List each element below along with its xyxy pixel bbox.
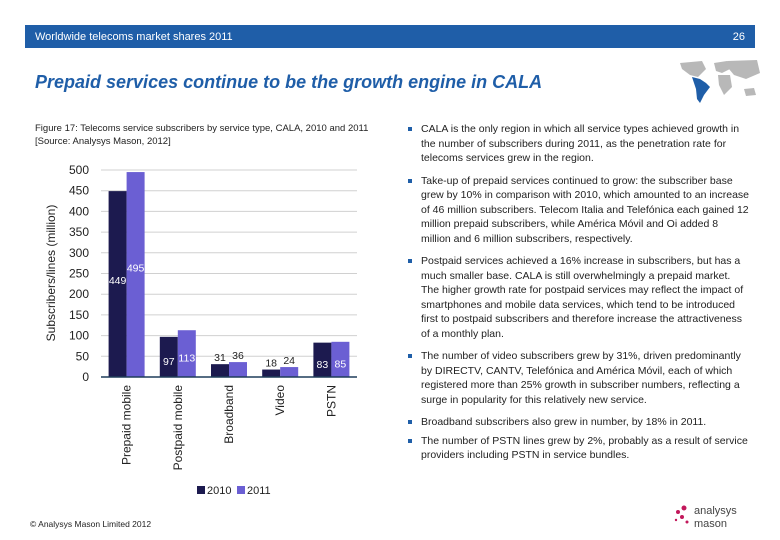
svg-text:analysys: analysys	[694, 505, 737, 517]
bar-2010	[159, 336, 178, 377]
y-tick-label: 350	[69, 225, 89, 239]
y-tick-label: 400	[69, 204, 89, 218]
data-label: 24	[283, 355, 295, 367]
y-tick-label: 250	[69, 267, 89, 281]
x-tick-label: PSTN	[324, 385, 338, 417]
data-label: 85	[335, 358, 347, 370]
x-tick-label: Prepaid mobile	[120, 385, 134, 465]
header-title: Worldwide telecoms market shares 2011	[35, 31, 233, 43]
y-tick-label: 200	[69, 287, 89, 301]
data-label: 18	[265, 358, 277, 370]
y-tick-label: 500	[69, 163, 89, 177]
bullet-item: Broadband subscribers also grew in numbe…	[405, 415, 750, 430]
legend-label-2011: 2011	[247, 485, 271, 497]
x-tick-label: Video	[273, 385, 287, 416]
footer-copyright: © Analysys Mason Limited 2012	[30, 519, 152, 529]
analysys-mason-logo: analysys mason	[674, 505, 737, 530]
x-tick-label: Postpaid mobile	[171, 385, 185, 471]
data-label: 83	[317, 359, 329, 371]
legend-swatch-2011	[237, 486, 245, 494]
y-tick-label: 450	[69, 184, 89, 198]
svg-text:mason: mason	[694, 518, 727, 530]
world-map-icon	[680, 60, 760, 103]
y-tick-label: 50	[76, 349, 90, 363]
bar-2011	[177, 330, 196, 377]
y-tick-label: 300	[69, 246, 89, 260]
slide-title: Prepaid services continue to be the grow…	[35, 72, 543, 92]
data-label: 97	[163, 356, 175, 368]
y-axis-label: Subscribers/lines (million)	[44, 205, 58, 342]
x-tick-label: Broadband	[222, 385, 236, 444]
bar-2011	[126, 172, 145, 377]
bar-2011	[280, 367, 299, 377]
bullet-item: CALA is the only region in which all ser…	[405, 122, 750, 166]
y-tick-label: 100	[69, 329, 89, 343]
bullet-item: Postpaid services achieved a 16% increas…	[405, 254, 750, 341]
legend-swatch-2010	[197, 486, 205, 494]
bar-2010	[313, 342, 332, 377]
bar-2011	[229, 362, 247, 377]
legend-label-2010: 2010	[207, 485, 231, 497]
bullet-item: Take-up of prepaid services continued to…	[405, 174, 750, 247]
bullet-list: CALA is the only region in which all ser…	[405, 122, 750, 471]
y-tick-label: 0	[82, 370, 89, 384]
data-label: 113	[178, 353, 195, 365]
bar-2010	[262, 369, 281, 377]
bar-2010	[108, 191, 127, 377]
bar-chart: Subscribers/lines (million) 0 50 100 150 200…	[44, 163, 357, 497]
bullet-item: The number of PSTN lines grew by 2%, pro…	[405, 434, 750, 463]
data-label: 449	[109, 275, 127, 287]
data-label: 36	[232, 350, 244, 362]
header-bar: Worldwide telecoms market shares 2011 26	[25, 25, 755, 48]
bullet-item: The number of video subscribers grew by …	[405, 349, 750, 407]
figure-caption: Figure 17: Telecoms service subscribers …	[35, 123, 369, 147]
data-label: 31	[214, 352, 226, 364]
bar-2011	[331, 341, 350, 377]
bar-2010	[211, 364, 229, 377]
y-tick-label: 150	[69, 308, 89, 322]
data-label: 495	[127, 262, 145, 274]
page-number: 26	[732, 31, 745, 43]
